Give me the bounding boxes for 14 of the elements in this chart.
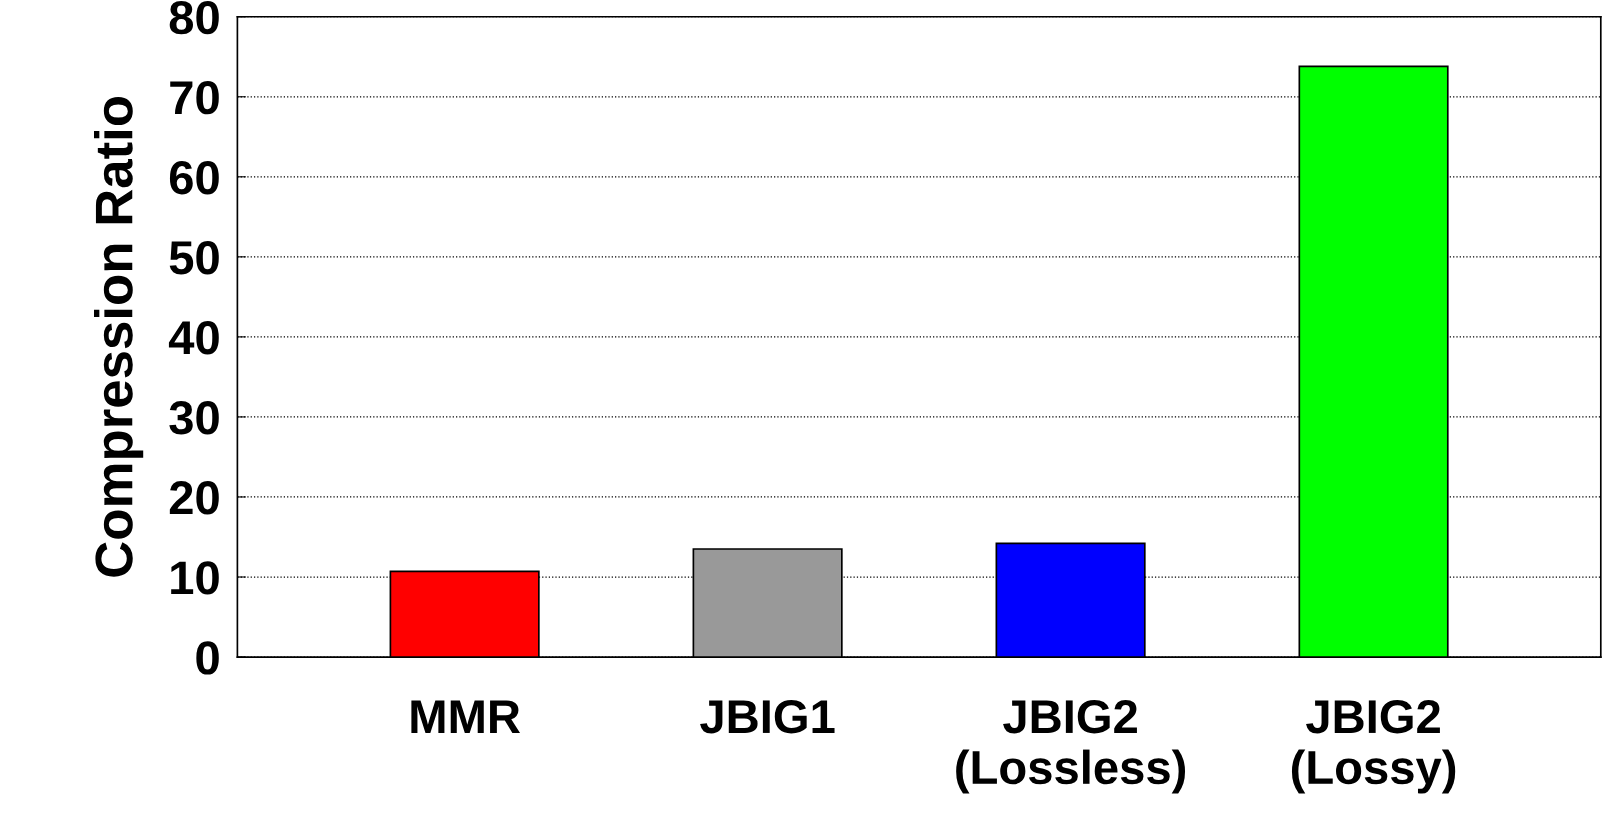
y-tick-label: 50 (169, 240, 219, 275)
y-tick-label: 10 (171, 561, 219, 595)
y-tick-label: 30 (169, 401, 219, 435)
y-tick-label: 20 (169, 481, 219, 515)
x-tick-label: JBIG1 (700, 699, 835, 734)
y-tick-label: 60 (169, 160, 219, 195)
y-tick-label: 70 (170, 80, 219, 115)
x-tick-label: JBIG2 (Lossless) (956, 699, 1186, 794)
y-tick-label: 80 (169, 0, 219, 35)
x-tick-label: MMR (411, 700, 521, 733)
y-tick-label: 0 (196, 641, 219, 675)
y-tick-label: 40 (168, 321, 219, 355)
x-tick-label: JBIG2 (Lossy) (1291, 699, 1456, 794)
y-axis-title: Compression Ratio (94, 97, 144, 577)
